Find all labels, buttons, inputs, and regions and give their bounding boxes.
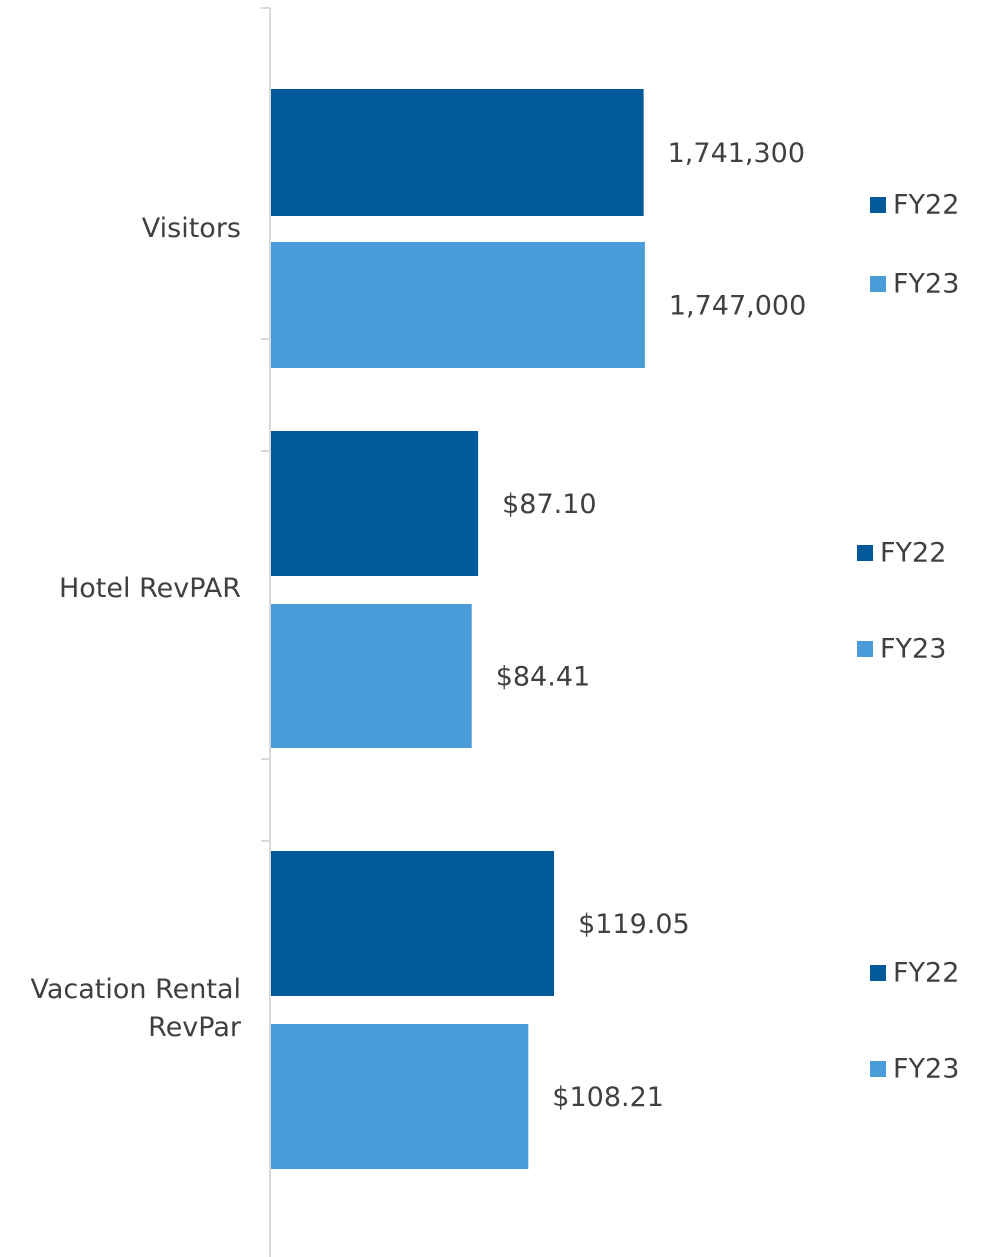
bar	[271, 89, 644, 216]
legend-label: FY22	[880, 538, 946, 569]
legend-swatch	[857, 641, 873, 657]
legend-swatch	[857, 545, 873, 561]
legend-swatch	[870, 1061, 886, 1077]
bar	[271, 242, 645, 368]
bar	[271, 604, 472, 748]
legend-label: FY22	[893, 190, 959, 221]
category-label: Hotel RevPAR	[58, 573, 241, 604]
legend-label: FY23	[893, 1054, 959, 1085]
bar	[271, 851, 555, 996]
legend-label: FY23	[893, 269, 959, 300]
value-label: 1,747,000	[669, 291, 806, 322]
value-label: $84.41	[496, 662, 590, 693]
legend-swatch	[870, 276, 886, 292]
value-label: $119.05	[578, 909, 690, 940]
legend-label: FY22	[893, 958, 959, 989]
value-label: $87.10	[502, 489, 596, 520]
category-label: Visitors	[141, 213, 241, 244]
category-label: Vacation Rental RevPar	[30, 974, 241, 1043]
value-label: $108.21	[552, 1082, 664, 1113]
legend-swatch	[870, 965, 886, 981]
axis-ticks	[261, 7, 270, 842]
bar	[271, 1024, 529, 1169]
value-label: 1,741,300	[668, 138, 805, 169]
bar	[271, 431, 479, 576]
legend-label: FY23	[880, 634, 946, 665]
legend-swatch	[870, 197, 886, 213]
